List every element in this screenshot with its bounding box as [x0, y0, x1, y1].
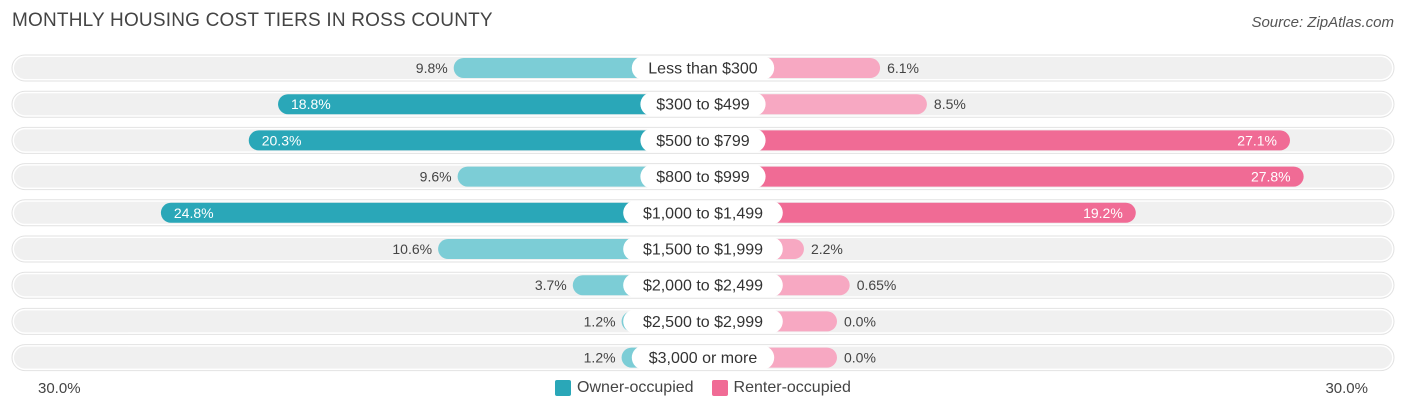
owner-value-label: 18.8%: [291, 96, 331, 112]
category-label-pill: [631, 345, 775, 370]
legend: Owner-occupied Renter-occupied: [0, 379, 1406, 397]
category-label-pill: [623, 237, 783, 261]
axis-max-label: 30.0%: [1325, 380, 1368, 397]
source-credit: Source: ZipAtlas.com: [1251, 14, 1394, 31]
renter-value-label: 0.65%: [857, 277, 897, 293]
category-label: $300 to $499: [656, 97, 750, 114]
category-label: $500 to $799: [656, 133, 750, 150]
owner-value-label: 1.2%: [584, 350, 616, 366]
owner-value-label: 24.8%: [174, 205, 214, 221]
renter-value-label: 8.5%: [934, 96, 966, 112]
axis-min-label: 30.0%: [38, 380, 81, 397]
owner-value-label: 20.3%: [262, 132, 302, 148]
bar-renter: [703, 130, 1290, 151]
category-label-pill: [640, 164, 766, 189]
bar-renter: [703, 202, 1136, 223]
legend-item-owner: Owner-occupied: [555, 379, 694, 397]
renter-value-label: 19.2%: [1083, 205, 1123, 221]
legend-label-owner: Owner-occupied: [577, 379, 694, 396]
renter-value-label: 2.2%: [811, 241, 843, 257]
category-label: $3,000 or more: [649, 350, 758, 367]
bar-owner: [160, 202, 704, 223]
category-label: $1,000 to $1,499: [643, 205, 763, 222]
legend-item-renter: Renter-occupied: [711, 379, 851, 397]
bar-owner: [278, 94, 703, 115]
owner-value-label: 10.6%: [392, 241, 432, 257]
renter-value-label: 0.0%: [844, 313, 876, 329]
owner-value-label: 9.6%: [420, 169, 452, 185]
owner-value-label: 1.2%: [584, 313, 616, 329]
category-label: $800 to $999: [656, 169, 750, 186]
category-label: $2,500 to $2,999: [643, 314, 763, 331]
category-label: $2,000 to $2,499: [643, 278, 763, 295]
legend-label-renter: Renter-occupied: [733, 379, 851, 396]
owner-value-label: 9.8%: [416, 60, 448, 76]
renter-value-label: 27.1%: [1237, 132, 1277, 148]
category-label: $1,500 to $1,999: [643, 242, 763, 259]
category-label-pill: [623, 309, 783, 334]
bar-owner: [248, 130, 703, 151]
chart-title: MONTHLY HOUSING COST TIERS IN ROSS COUNT…: [12, 10, 493, 31]
category-label: Less than $300: [648, 61, 758, 78]
owner-value-label: 3.7%: [535, 277, 567, 293]
category-label-pill: [640, 92, 766, 117]
legend-swatch-owner: [555, 380, 572, 396]
category-label-pill: [640, 128, 766, 153]
category-label-pill: [631, 56, 775, 80]
renter-value-label: 0.0%: [844, 350, 876, 366]
legend-swatch-renter: [711, 380, 728, 396]
category-label-pill: [623, 273, 783, 298]
renter-value-label: 27.8%: [1251, 169, 1291, 185]
renter-value-label: 6.1%: [887, 60, 919, 76]
bar-renter: [703, 166, 1304, 187]
category-label-pill: [623, 200, 783, 225]
